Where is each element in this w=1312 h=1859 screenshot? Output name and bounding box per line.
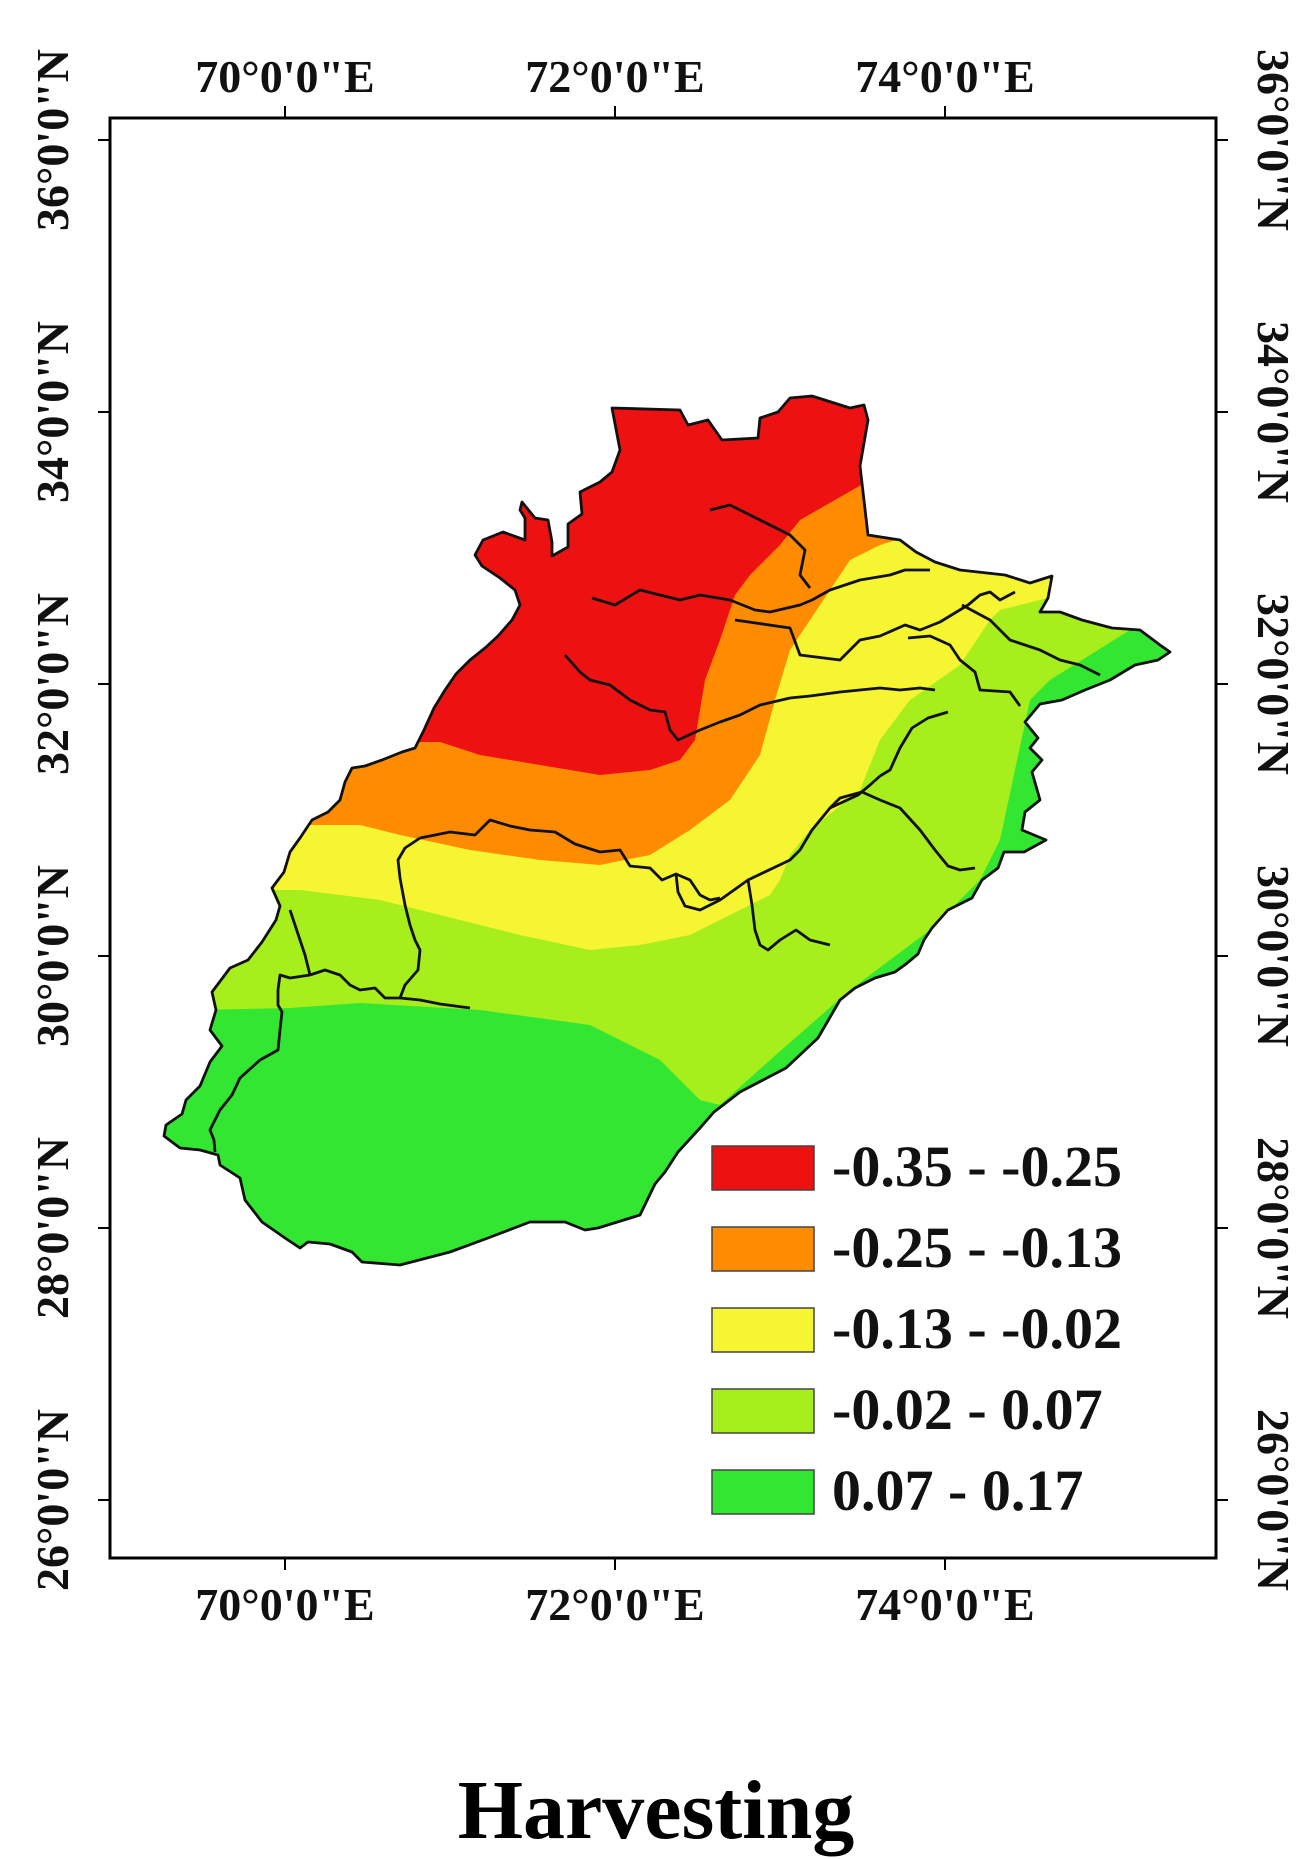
legend-label: -0.35 - -0.25: [832, 1134, 1122, 1199]
legend-swatch: [711, 1226, 815, 1272]
y-tick-label-left: 36°0'0"N: [27, 49, 78, 231]
axis-tick-labels: 70°0'0"E 70°0'0"E 72°0'0"E 72°0'0"E 74°0'0"E…: [27, 49, 1299, 1630]
x-tick-label-top: 74°0'0"E: [855, 51, 1034, 102]
legend-label: -0.25 - -0.13: [832, 1215, 1122, 1280]
legend-label: -0.13 - -0.02: [832, 1296, 1122, 1361]
legend-swatch: [711, 1307, 815, 1353]
legend-label: 0.07 - 0.17: [832, 1458, 1083, 1523]
y-tick-label-left: 34°0'0"N: [27, 321, 78, 503]
legend-swatch: [711, 1469, 815, 1515]
axis-ticks: [98, 106, 1228, 1570]
x-tick-label-bottom: 74°0'0"E: [855, 1579, 1034, 1630]
y-tick-label-right: 30°0'0"N: [1248, 865, 1299, 1047]
legend: -0.35 - -0.25 -0.25 - -0.13 -0.13 - -0.02 -…: [711, 1134, 1122, 1523]
x-tick-label-bottom: 72°0'0"E: [525, 1579, 704, 1630]
legend-swatch: [711, 1388, 815, 1434]
y-tick-label-right: 36°0'0"N: [1248, 49, 1299, 231]
y-tick-label-left: 30°0'0"N: [27, 865, 78, 1047]
legend-label: -0.02 - 0.07: [832, 1377, 1103, 1442]
legend-swatch: [711, 1145, 815, 1191]
y-tick-label-right: 32°0'0"N: [1248, 593, 1299, 775]
y-tick-label-left: 32°0'0"N: [27, 593, 78, 775]
y-tick-label-right: 34°0'0"N: [1248, 321, 1299, 503]
district-boundaries: [162, 394, 1172, 1267]
x-tick-label-bottom: 70°0'0"E: [195, 1579, 374, 1630]
x-tick-label-top: 72°0'0"E: [525, 51, 704, 102]
y-tick-label-right: 28°0'0"N: [1248, 1137, 1299, 1319]
y-tick-label-left: 28°0'0"N: [27, 1137, 78, 1319]
y-tick-label-left: 26°0'0"N: [27, 1409, 78, 1591]
y-tick-label-right: 26°0'0"N: [1248, 1409, 1299, 1591]
x-tick-label-top: 70°0'0"E: [195, 51, 374, 102]
map-title: Harvesting: [458, 1764, 855, 1857]
